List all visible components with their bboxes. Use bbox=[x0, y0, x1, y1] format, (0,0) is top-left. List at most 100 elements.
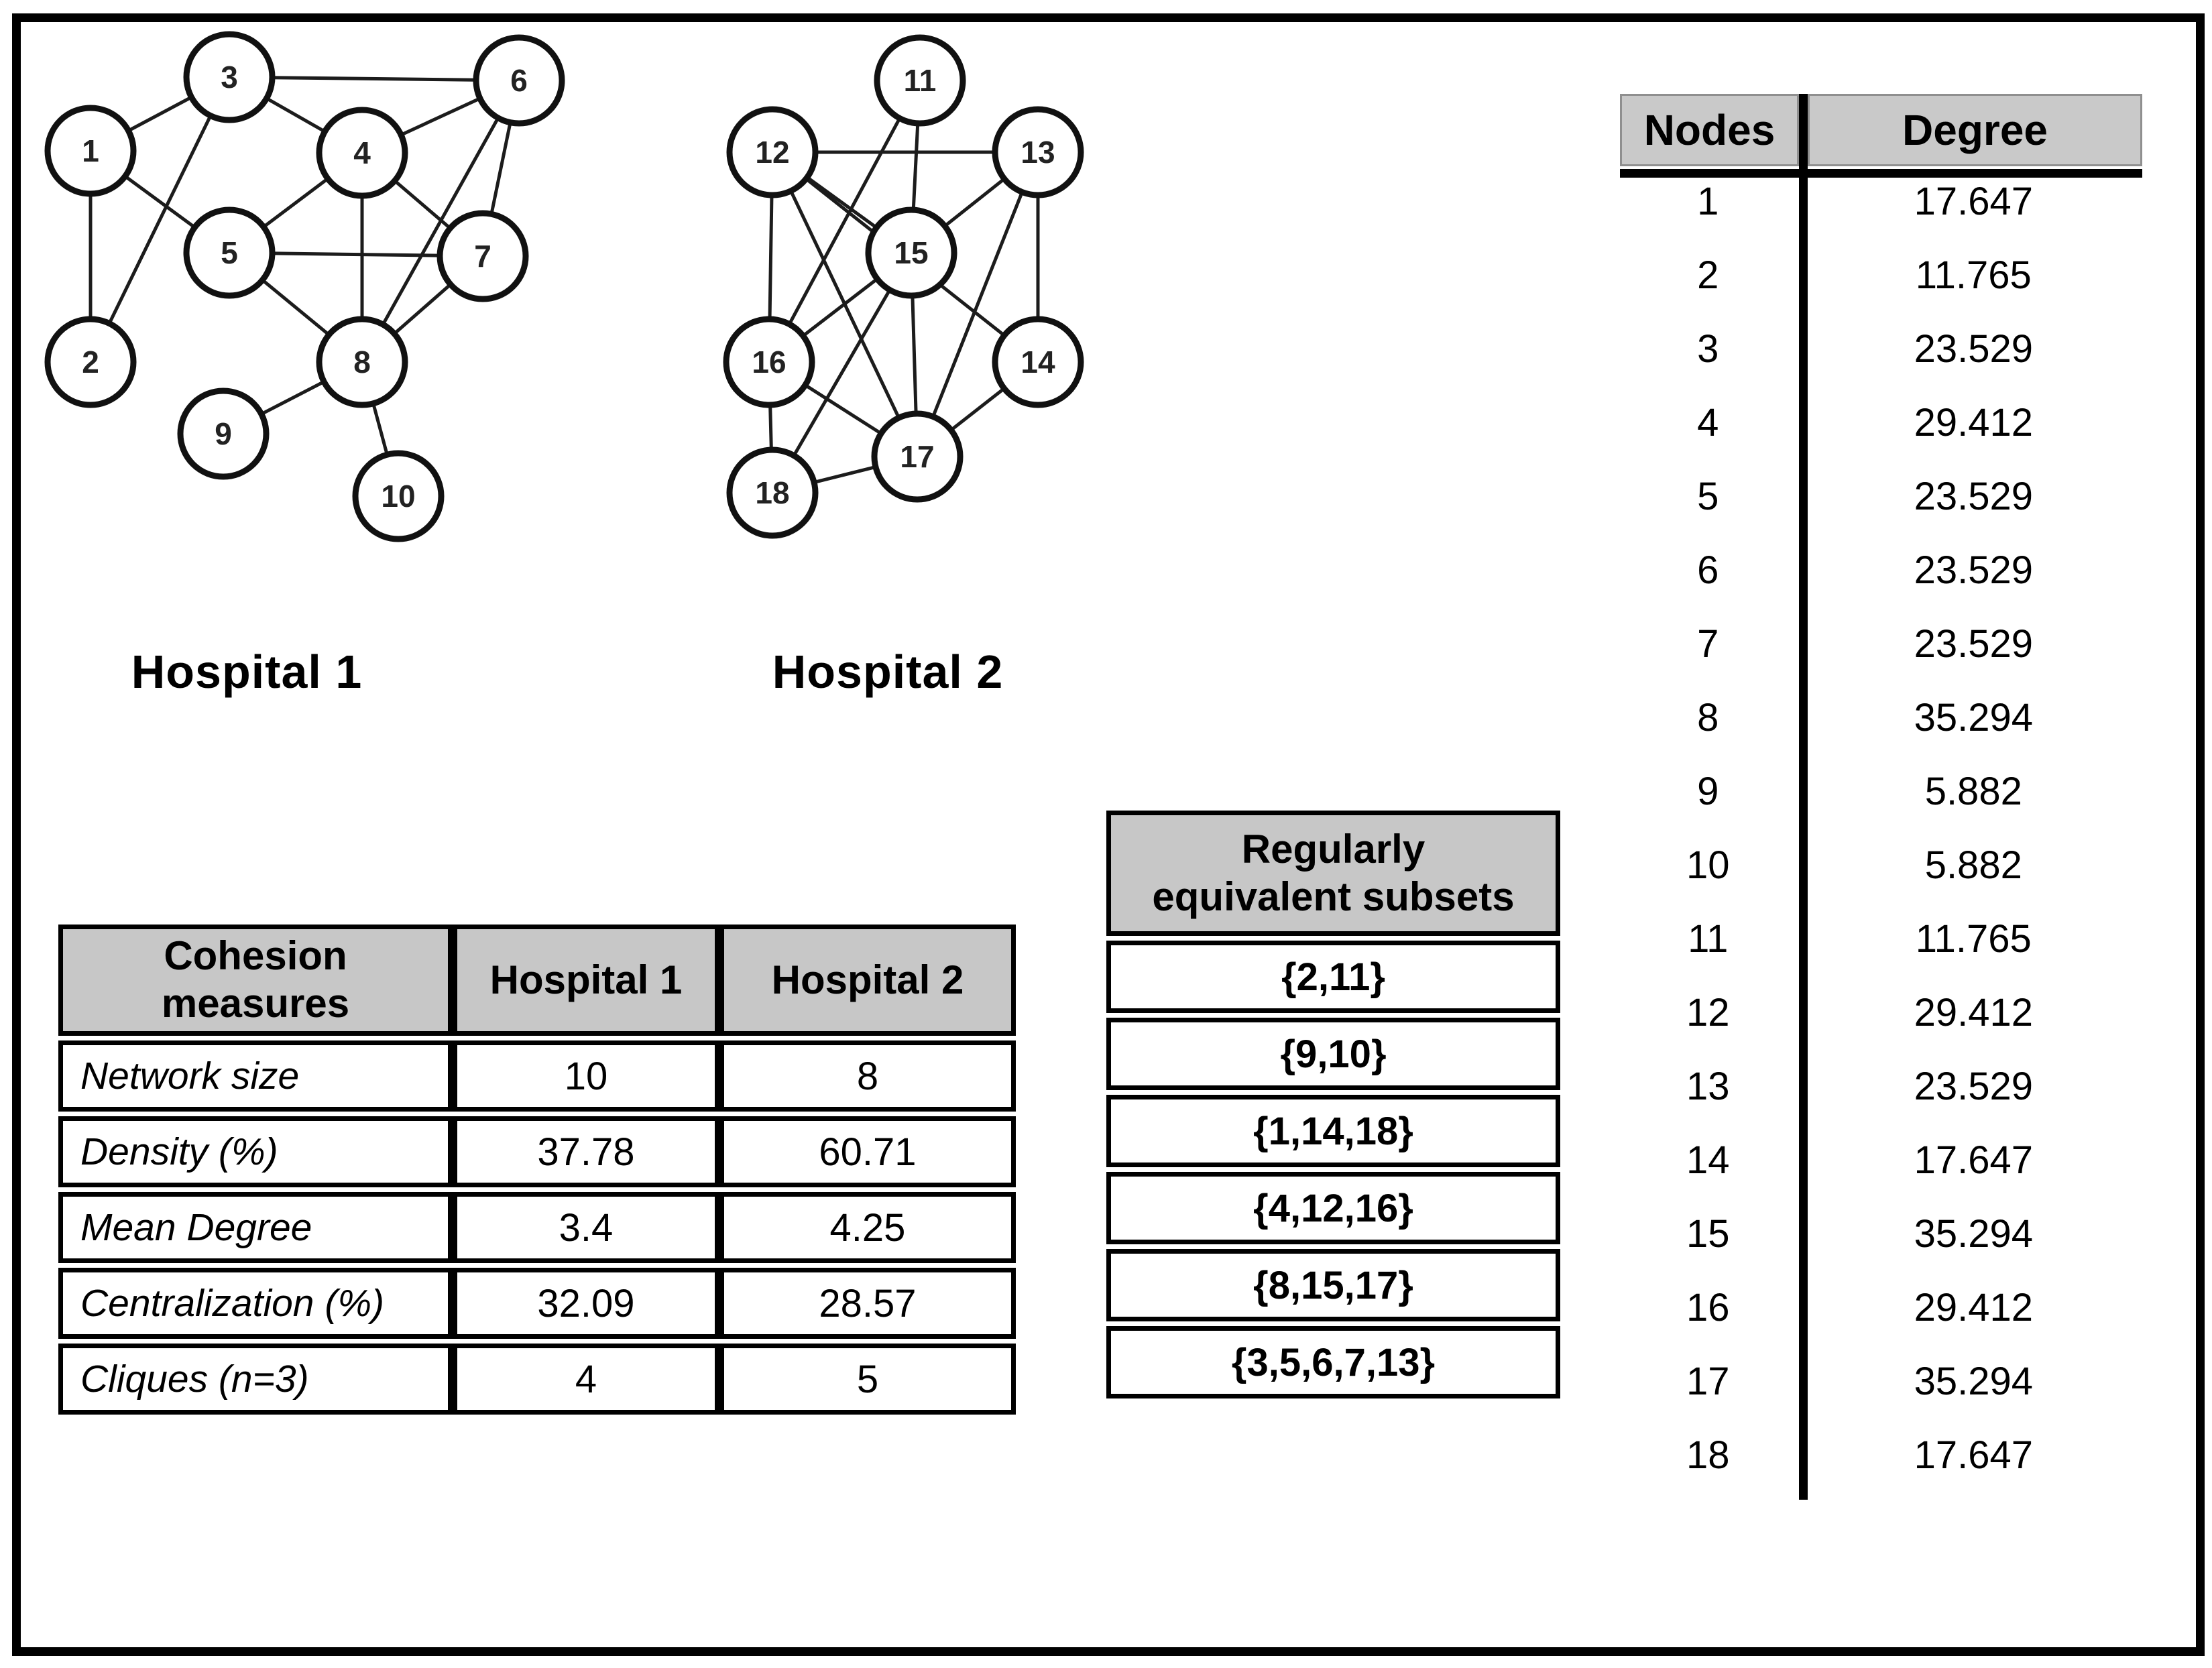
graph-node-label-1: 1 bbox=[82, 133, 99, 168]
degree-node-cell: 11 bbox=[1688, 916, 1729, 961]
regularly-equivalent-subsets-table: Regularly equivalent subsets {2,11} {9,10… bbox=[1106, 806, 1560, 1403]
graph-edge-13-17 bbox=[915, 152, 1040, 457]
graph-node-label-9: 9 bbox=[215, 416, 232, 451]
degree-table-row: 15 35.294 bbox=[1620, 1197, 2142, 1270]
cohesion-header-measures: Cohesion measures bbox=[58, 925, 453, 1036]
cohesion-measure-label: Cliques (n=3) bbox=[58, 1344, 453, 1415]
cohesion-row: Cliques (n=3) 4 5 bbox=[58, 1344, 1016, 1415]
cohesion-header-row: Cohesion measures Hospital 1 Hospital 2 bbox=[58, 925, 1016, 1036]
cohesion-hospital2-value: 5 bbox=[719, 1344, 1016, 1415]
degree-table-row: 11 11.765 bbox=[1620, 902, 2142, 975]
degree-table-row: 14 17.647 bbox=[1620, 1123, 2142, 1197]
degree-node-cell: 4 bbox=[1697, 400, 1719, 444]
graph-node-label-7: 7 bbox=[474, 239, 491, 274]
cohesion-row: Network size 10 8 bbox=[58, 1040, 1016, 1112]
subset-row: {1,14,18} bbox=[1106, 1095, 1560, 1167]
degree-table-header-nodes: Nodes bbox=[1620, 94, 1799, 166]
graph-node-circle-9 bbox=[177, 388, 270, 480]
degree-value-cell: 23.529 bbox=[1914, 548, 2033, 592]
degree-table-body: 1 17.647 2 11.765 3 23.529 4 29.412 5 23.529 6 23.5… bbox=[1620, 164, 2142, 1492]
cohesion-header-line1: Cohesion bbox=[164, 933, 347, 979]
subset-row: {8,15,17} bbox=[1106, 1249, 1560, 1321]
figure-border-frame bbox=[12, 13, 2205, 1656]
degree-table-row: 12 29.412 bbox=[1620, 975, 2142, 1049]
subset-value: {4,12,16} bbox=[1106, 1172, 1560, 1244]
degree-node-cell: 17 bbox=[1686, 1359, 1730, 1403]
graph-node-label-14: 14 bbox=[1021, 345, 1055, 379]
graph-node-circle-12 bbox=[726, 106, 819, 198]
subset-value: {9,10} bbox=[1106, 1018, 1560, 1090]
degree-table-row: 5 23.529 bbox=[1620, 459, 2142, 533]
degree-value-cell: 11.765 bbox=[1915, 916, 2032, 961]
graph-node-label-2: 2 bbox=[82, 345, 99, 379]
degree-table-row: 16 29.412 bbox=[1620, 1270, 2142, 1344]
graph-edge-6-8 bbox=[360, 79, 521, 363]
degree-value-cell: 29.412 bbox=[1914, 990, 2033, 1034]
graph-node-label-15: 15 bbox=[894, 235, 928, 270]
graph-node-label-6: 6 bbox=[510, 63, 528, 98]
degree-value-cell: 17.647 bbox=[1914, 1138, 2033, 1182]
degree-table-header-degree: Degree bbox=[1808, 94, 2142, 166]
cohesion-hospital2-value: 28.57 bbox=[719, 1268, 1016, 1339]
graph-edge-3-6 bbox=[229, 75, 520, 82]
degree-node-cell: 7 bbox=[1697, 621, 1719, 666]
subset-row: {9,10} bbox=[1106, 1018, 1560, 1090]
degree-value-cell: 35.294 bbox=[1914, 1211, 2033, 1256]
degree-node-cell: 8 bbox=[1697, 695, 1719, 739]
subset-value: {1,14,18} bbox=[1106, 1095, 1560, 1167]
graph-node-label-3: 3 bbox=[221, 60, 238, 95]
hospital-2-caption: Hospital 2 bbox=[772, 646, 1004, 698]
degree-table-row: 3 23.529 bbox=[1620, 312, 2142, 385]
degree-node-cell: 16 bbox=[1686, 1285, 1730, 1329]
cohesion-hospital1-value: 3.4 bbox=[453, 1192, 719, 1263]
graph-node-label-18: 18 bbox=[755, 475, 789, 510]
degree-node-cell: 5 bbox=[1697, 474, 1719, 518]
degree-node-cell: 13 bbox=[1686, 1064, 1730, 1108]
graph-node-circle-7 bbox=[436, 210, 529, 302]
subsets-header-line2: equivalent subsets bbox=[1152, 874, 1515, 919]
graph-node-circle-15 bbox=[865, 206, 957, 299]
degree-node-cell: 2 bbox=[1697, 253, 1719, 297]
graph-node-circle-5 bbox=[183, 206, 276, 299]
cohesion-hospital1-value: 4 bbox=[453, 1344, 719, 1415]
degree-value-cell: 5.882 bbox=[1924, 769, 2022, 813]
cohesion-hospital1-value: 32.09 bbox=[453, 1268, 719, 1339]
degree-table-row: 4 29.412 bbox=[1620, 385, 2142, 459]
cohesion-hospital1-value: 10 bbox=[453, 1040, 719, 1112]
cohesion-measure-label: Centralization (%) bbox=[58, 1268, 453, 1339]
graph-node-circle-17 bbox=[871, 410, 964, 503]
degree-value-cell: 35.294 bbox=[1914, 695, 2033, 739]
cohesion-hospital2-value: 8 bbox=[719, 1040, 1016, 1112]
graph-node-circle-18 bbox=[726, 446, 819, 539]
degree-value-cell: 23.529 bbox=[1914, 474, 2033, 518]
graph-node-label-12: 12 bbox=[755, 135, 789, 170]
graph-node-circle-3 bbox=[183, 31, 276, 123]
degree-table-header-rule bbox=[1620, 169, 2142, 178]
degree-table-row: 10 5.882 bbox=[1620, 828, 2142, 902]
cohesion-measures-table: Cohesion measures Hospital 1 Hospital 2 N… bbox=[58, 920, 1016, 1419]
degree-value-cell: 23.529 bbox=[1914, 326, 2033, 371]
degree-table-row: 18 17.647 bbox=[1620, 1418, 2142, 1492]
degree-value-cell: 35.294 bbox=[1914, 1359, 2033, 1403]
cohesion-header-line2: measures bbox=[161, 981, 350, 1026]
cohesion-measure-label: Density (%) bbox=[58, 1116, 453, 1187]
cohesion-header-hospital2: Hospital 2 bbox=[719, 925, 1016, 1036]
graph-node-circle-14 bbox=[992, 316, 1084, 408]
degree-node-cell: 18 bbox=[1686, 1433, 1730, 1477]
graph-node-circle-8 bbox=[316, 316, 408, 408]
degree-node-cell: 3 bbox=[1697, 326, 1719, 371]
subset-value: {8,15,17} bbox=[1106, 1249, 1560, 1321]
cohesion-row: Mean Degree 3.4 4.25 bbox=[58, 1192, 1016, 1263]
degree-table-row: 9 5.882 bbox=[1620, 754, 2142, 828]
graph-edge-11-16 bbox=[767, 79, 922, 363]
graph-node-label-16: 16 bbox=[752, 345, 786, 379]
cohesion-row: Density (%) 37.78 60.71 bbox=[58, 1116, 1016, 1187]
subsets-header: Regularly equivalent subsets bbox=[1106, 811, 1560, 936]
degree-value-cell: 29.412 bbox=[1914, 400, 2033, 444]
degree-value-cell: 23.529 bbox=[1914, 1064, 2033, 1108]
hospital-1-caption: Hospital 1 bbox=[131, 646, 363, 698]
cohesion-hospital2-value: 4.25 bbox=[719, 1192, 1016, 1263]
graph-node-circle-2 bbox=[44, 316, 137, 408]
graph-node-circle-11 bbox=[874, 34, 966, 127]
graph-node-circle-4 bbox=[316, 107, 408, 199]
